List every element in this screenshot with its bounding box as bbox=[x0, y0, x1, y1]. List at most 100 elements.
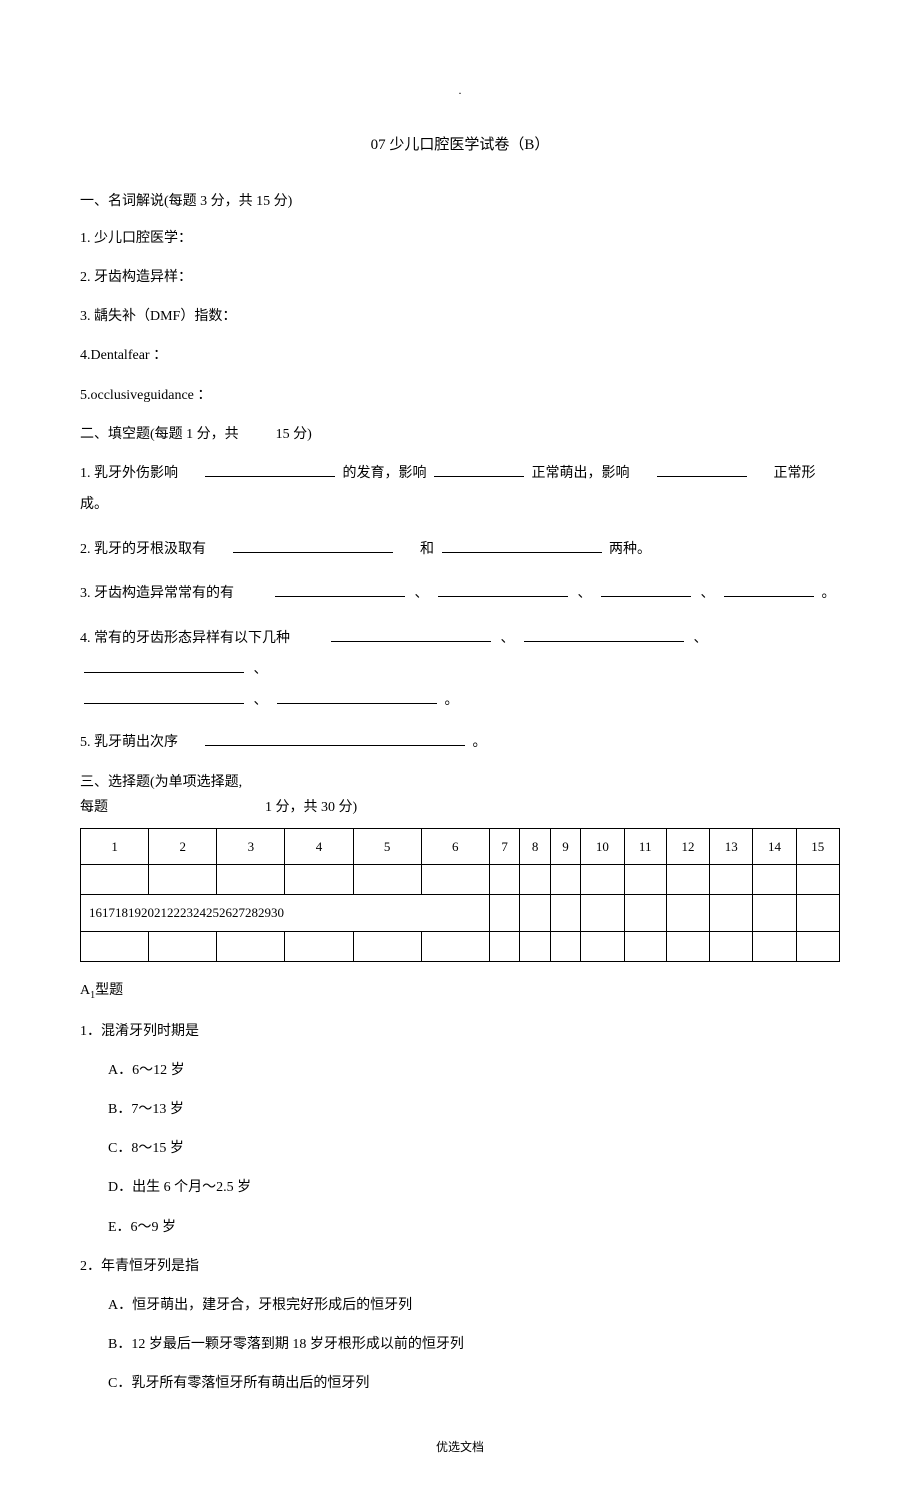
section-3-prefix: 每题 bbox=[80, 800, 108, 815]
fill-q1: 1. 乳牙外伤影响 的发育，影响 正常萌出，影响 正常形成。 bbox=[80, 459, 840, 521]
term-item-3: 3. 龋失补（DMF）指数： bbox=[80, 304, 840, 329]
term-item-5: 5.occlusiveguidance ： bbox=[80, 383, 840, 408]
fill-q3: 3. 牙齿构造异常常有的有 、 、 、 。 bbox=[80, 579, 840, 610]
table-row bbox=[81, 931, 840, 961]
table-cell: 9 bbox=[550, 829, 580, 865]
table-cell: 7 bbox=[489, 829, 519, 865]
header-dot: . bbox=[80, 80, 840, 102]
table-cell bbox=[796, 895, 839, 931]
mcq-2-opt-c: C．乳牙所有零落恒牙所有萌出后的恒牙列 bbox=[80, 1371, 840, 1396]
table-cell bbox=[421, 931, 489, 961]
exam-title: 07 少儿口腔医学试卷（B） bbox=[80, 132, 840, 159]
mcq-1-opt-e: E．6～9 岁 bbox=[80, 1215, 840, 1240]
table-cell bbox=[489, 895, 519, 931]
fill-q5-end: 。 bbox=[473, 735, 487, 750]
table-cell: 6 bbox=[421, 829, 489, 865]
mcq-2-opt-a: A．恒牙萌出，建牙合，牙根完好形成后的恒牙列 bbox=[80, 1293, 840, 1318]
table-cell bbox=[489, 931, 519, 961]
table-cell: 3 bbox=[217, 829, 285, 865]
table-cell bbox=[624, 865, 666, 895]
a1-type-label: A1型题 bbox=[80, 978, 840, 1005]
table-cell bbox=[753, 865, 796, 895]
footer-text: 优选文档 bbox=[80, 1437, 840, 1459]
table-cell: 13 bbox=[710, 829, 753, 865]
mcq-2-opt-b: B．12 岁最后一颗牙零落到期 18 岁牙根形成以前的恒牙列 bbox=[80, 1332, 840, 1357]
table-cell bbox=[520, 865, 550, 895]
mcq-1-opt-b: B．7～13 岁 bbox=[80, 1097, 840, 1122]
blank bbox=[275, 581, 405, 597]
term-item-4: 4.Dentalfear ： bbox=[80, 343, 840, 368]
separator: 、 bbox=[415, 586, 429, 601]
table-cell: 15 bbox=[796, 829, 839, 865]
blank bbox=[601, 581, 691, 597]
table-cell bbox=[81, 931, 149, 961]
table-cell: 4 bbox=[285, 829, 353, 865]
table-cell bbox=[421, 865, 489, 895]
fill-q1-prefix: 1. 乳牙外伤影响 bbox=[80, 466, 178, 481]
fill-q1-mid1: 的发育，影响 bbox=[343, 466, 427, 481]
table-cell: 12 bbox=[666, 829, 709, 865]
table-cell bbox=[217, 931, 285, 961]
mcq-1-opt-c: C．8～15 岁 bbox=[80, 1136, 840, 1161]
blank bbox=[233, 537, 393, 553]
fill-q2: 2. 乳牙的牙根汲取有 和 两种。 bbox=[80, 535, 840, 566]
mcq-2-question: 2．年青恒牙列是指 bbox=[80, 1254, 840, 1279]
fill-q4-prefix: 4. 常有的牙齿形态异样有以下几种 bbox=[80, 631, 290, 646]
mcq-1-opt-d: D．出生 6 个月～2.5 岁 bbox=[80, 1175, 840, 1200]
fill-q5: 5. 乳牙萌出次序 。 bbox=[80, 730, 840, 755]
blank bbox=[657, 461, 747, 477]
table-cell bbox=[285, 865, 353, 895]
table-cell: 10 bbox=[581, 829, 624, 865]
answer-table: 1 2 3 4 5 6 7 8 9 10 11 12 13 14 15 1617… bbox=[80, 828, 840, 962]
separator: 、 bbox=[694, 631, 708, 646]
table-cell bbox=[666, 895, 709, 931]
table-row bbox=[81, 865, 840, 895]
table-cell bbox=[666, 865, 709, 895]
table-cell: 14 bbox=[753, 829, 796, 865]
fill-q3-end: 。 bbox=[822, 586, 836, 601]
table-cell: 8 bbox=[520, 829, 550, 865]
blank bbox=[205, 461, 335, 477]
blank bbox=[434, 461, 524, 477]
term-item-1: 1. 少儿口腔医学： bbox=[80, 226, 840, 251]
mcq-1-question: 1．混淆牙列时期是 bbox=[80, 1019, 840, 1044]
table-cell bbox=[666, 931, 709, 961]
fill-q4-end: 。 bbox=[445, 693, 459, 708]
a1-letter: A bbox=[80, 983, 90, 998]
fill-q4: 4. 常有的牙齿形态异样有以下几种 、 、 、 、 。 bbox=[80, 624, 840, 716]
blank bbox=[331, 626, 491, 642]
separator: 、 bbox=[254, 693, 268, 708]
blank bbox=[205, 730, 465, 746]
table-cell bbox=[217, 865, 285, 895]
blank bbox=[84, 688, 244, 704]
table-cell: 1 bbox=[81, 829, 149, 865]
blank bbox=[524, 626, 684, 642]
section-2-heading-prefix: 二、填空题(每题 1 分，共 bbox=[80, 427, 239, 442]
section-1-heading: 一、名词解说(每题 3 分，共 15 分) bbox=[80, 189, 840, 214]
fill-q2-end: 两种。 bbox=[609, 542, 651, 557]
table-cell: 5 bbox=[353, 829, 421, 865]
section-3-heading-line2: 每题 1 分，共 30 分) bbox=[80, 795, 840, 820]
table-cell bbox=[81, 865, 149, 895]
section-3-suffix: 1 分，共 30 分) bbox=[265, 800, 357, 815]
a1-suffix: 型题 bbox=[95, 983, 123, 998]
fill-q5-prefix: 5. 乳牙萌出次序 bbox=[80, 735, 178, 750]
table-cell bbox=[550, 895, 580, 931]
table-cell bbox=[710, 931, 753, 961]
blank bbox=[84, 657, 244, 673]
table-cell bbox=[624, 931, 666, 961]
table-cell bbox=[353, 865, 421, 895]
table-cell bbox=[753, 895, 796, 931]
fill-q3-prefix: 3. 牙齿构造异常常有的有 bbox=[80, 586, 234, 601]
section-2-heading: 二、填空题(每题 1 分，共 15 分) bbox=[80, 422, 840, 447]
mcq-1-opt-a: A．6～12 岁 bbox=[80, 1058, 840, 1083]
table-cell bbox=[710, 895, 753, 931]
table-cell: 2 bbox=[149, 829, 217, 865]
blank bbox=[442, 537, 602, 553]
table-cell bbox=[550, 931, 580, 961]
table-cell bbox=[624, 895, 666, 931]
table-cell bbox=[285, 931, 353, 961]
table-cell bbox=[353, 931, 421, 961]
separator: 、 bbox=[578, 586, 592, 601]
separator: 、 bbox=[501, 631, 515, 646]
